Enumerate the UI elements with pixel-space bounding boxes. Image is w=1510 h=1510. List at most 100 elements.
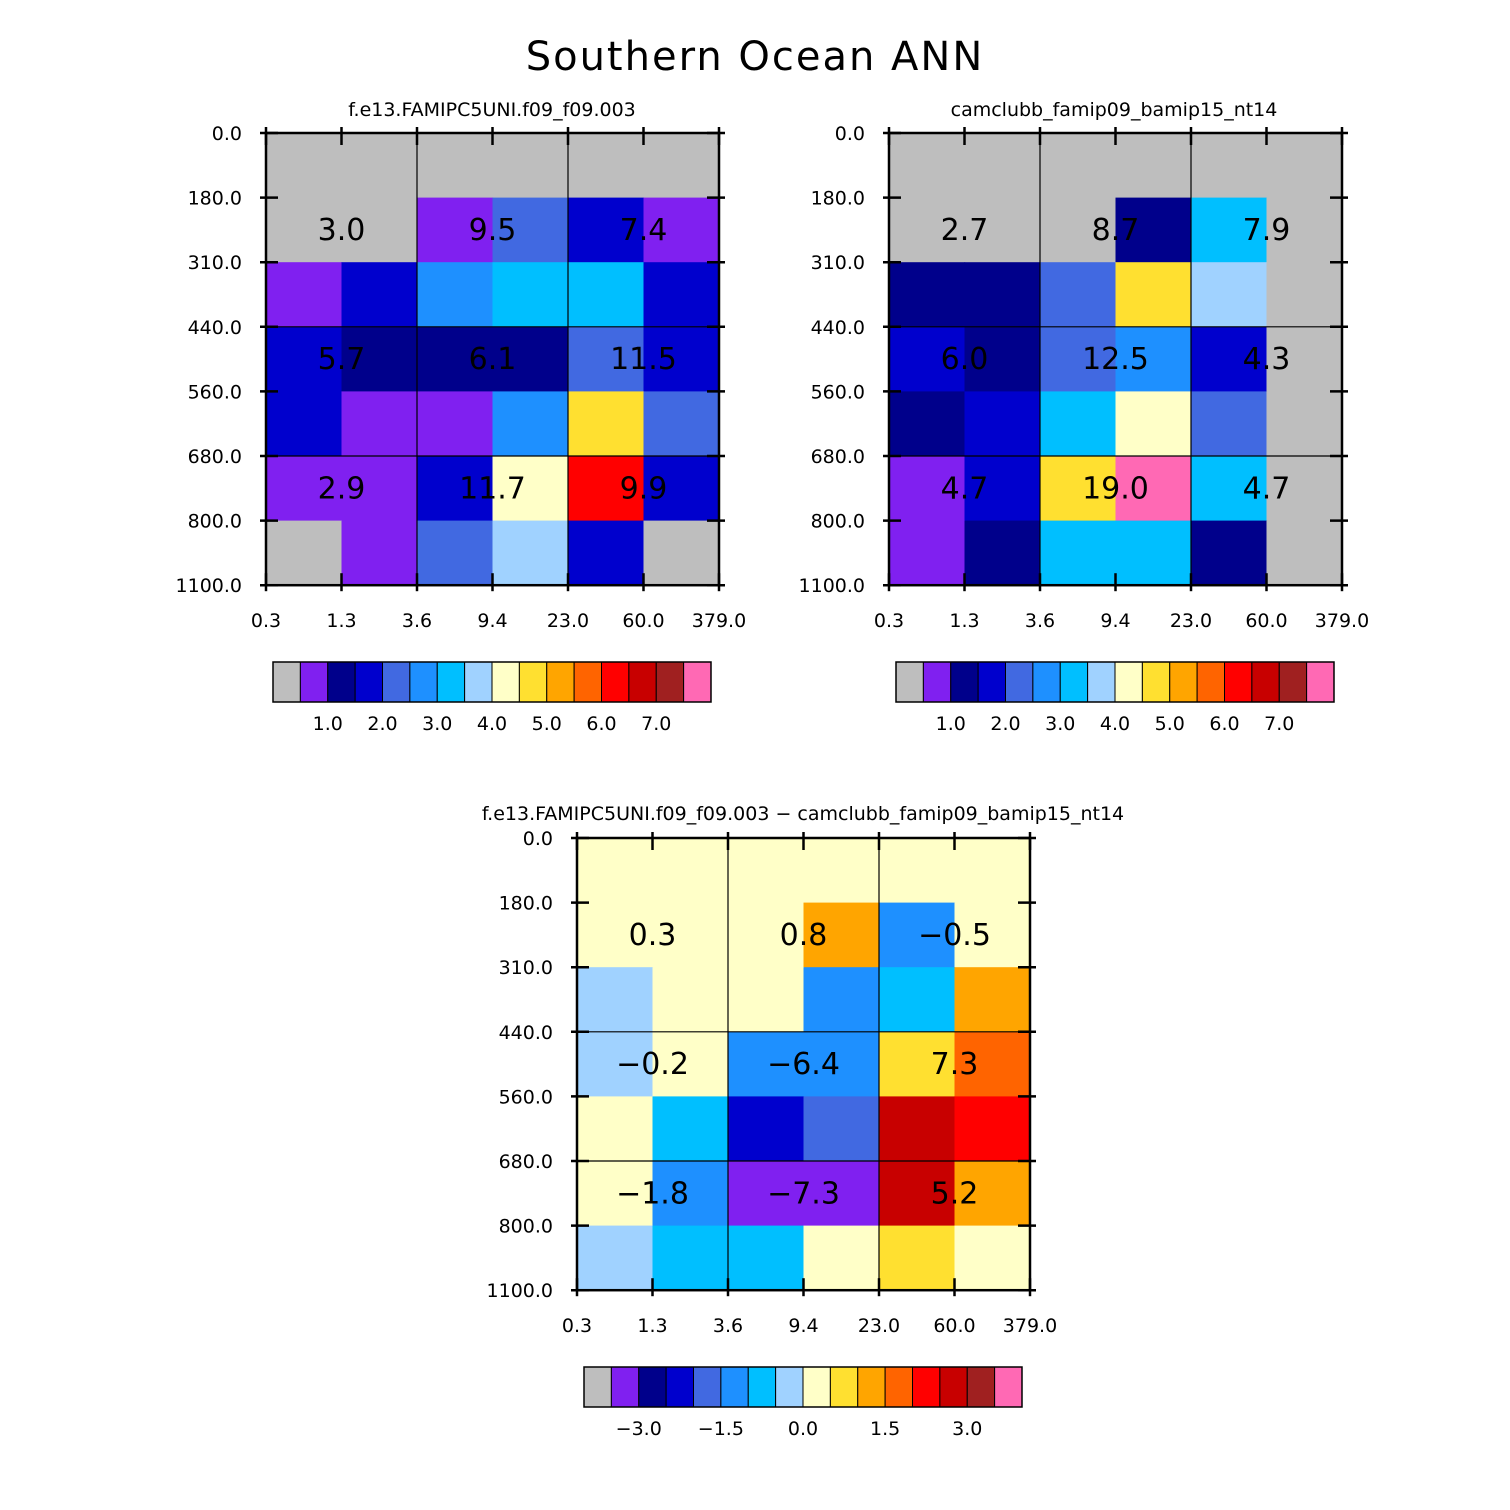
heatmap-cell xyxy=(1115,456,1192,522)
cell-value-label: −6.4 xyxy=(767,1047,840,1082)
cell-value-label: 5.2 xyxy=(931,1176,979,1211)
colorbar-frame xyxy=(583,1366,1023,1408)
x-tick-label: 1.3 xyxy=(326,610,356,632)
heatmap-cell xyxy=(954,1031,1031,1097)
colorbar-label: 3.0 xyxy=(952,1418,982,1440)
colorbar-swatch xyxy=(1032,661,1061,703)
heatmap-cell xyxy=(954,967,1031,1033)
colorbar-swatch xyxy=(747,1366,777,1408)
colorbar-label: 2.0 xyxy=(990,713,1020,735)
colorbar-label: 7.0 xyxy=(1264,713,1294,735)
y-tick-label: 560.0 xyxy=(811,381,865,403)
cell-value-label: 2.9 xyxy=(318,471,366,506)
heatmap-cell xyxy=(417,197,494,263)
heatmap-cell xyxy=(643,262,720,328)
heatmap-cell xyxy=(1115,262,1192,328)
colorbar-swatch xyxy=(409,661,438,703)
heatmap-cell xyxy=(652,1161,729,1227)
colorbar-swatch xyxy=(895,661,924,703)
heatmap-cell xyxy=(1115,391,1192,457)
heatmap-cell xyxy=(964,262,1041,328)
heatmap-cell xyxy=(879,967,956,1033)
cell-value-label: 7.9 xyxy=(1243,213,1291,248)
heatmap-cell xyxy=(568,520,645,586)
heatmap-cell xyxy=(652,1096,729,1162)
heatmap-cell xyxy=(879,1161,956,1227)
cell-value-label: 9.9 xyxy=(620,471,668,506)
colorbar-label: −1.5 xyxy=(698,1418,744,1440)
y-tick-label: 1100.0 xyxy=(799,575,865,597)
heatmap-cell xyxy=(492,326,569,392)
colorbar-swatch xyxy=(1306,661,1335,703)
colorbar-swatch xyxy=(994,1366,1023,1408)
colorbar-label: 3.0 xyxy=(422,713,452,735)
heatmap-cell xyxy=(1040,520,1117,586)
x-tick-label: 9.4 xyxy=(1100,610,1130,632)
heatmap-cell xyxy=(492,133,569,199)
heatmap-cell xyxy=(879,1031,956,1097)
y-tick-label: 310.0 xyxy=(499,957,553,979)
colorbar-swatch xyxy=(382,661,411,703)
colorbar-swatch xyxy=(1278,661,1308,703)
colorbar-swatch xyxy=(802,1366,831,1408)
heatmap-cell xyxy=(964,391,1041,457)
cell-value-label: 6.1 xyxy=(469,342,517,377)
heatmap-cell xyxy=(492,391,569,457)
heatmap-cell xyxy=(577,1031,654,1097)
heatmap-cell xyxy=(1115,326,1192,392)
heatmap-cell xyxy=(964,326,1041,392)
y-tick-label: 440.0 xyxy=(811,317,865,339)
heatmap-cell xyxy=(964,520,1041,586)
colorbar-swatch xyxy=(327,661,356,703)
heatmap-cell xyxy=(341,520,418,586)
x-tick-label: 1.3 xyxy=(949,610,979,632)
heatmap-cell xyxy=(803,1031,880,1097)
heatmap-cell xyxy=(728,1161,805,1227)
heatmap-cell xyxy=(266,456,343,522)
x-tick-label: 60.0 xyxy=(622,610,664,632)
colorbar-label: 7.0 xyxy=(641,713,671,735)
colorbar-label: 5.0 xyxy=(532,713,562,735)
colorbar-swatch xyxy=(1087,661,1116,703)
heatmap-cell xyxy=(266,133,343,199)
heatmap-cell xyxy=(889,133,966,199)
heatmap-cell xyxy=(954,838,1031,904)
colorbar-swatch xyxy=(299,661,329,703)
colorbar-swatch xyxy=(1141,661,1171,703)
heatmap-cell xyxy=(577,1161,654,1227)
colorbar-swatch xyxy=(272,661,301,703)
cell-value-label: 8.7 xyxy=(1092,213,1140,248)
colorbar-swatch xyxy=(939,1366,968,1408)
heatmap-cell xyxy=(266,197,343,263)
heatmap-cell xyxy=(266,262,343,328)
cell-value-label: 7.3 xyxy=(931,1047,979,1082)
heatmap-cell xyxy=(954,1161,1031,1227)
heatmap-cell xyxy=(803,838,880,904)
heatmap-cell xyxy=(889,456,966,522)
colorbar-label: 1.5 xyxy=(870,1418,900,1440)
colorbar-swatch xyxy=(1196,661,1225,703)
heatmap-cell xyxy=(1115,133,1192,199)
y-tick-label: 560.0 xyxy=(499,1086,553,1108)
heatmap-cell xyxy=(341,197,418,263)
y-tick-label: 310.0 xyxy=(811,252,865,274)
heatmap-cell xyxy=(577,1225,654,1291)
cell-value-label: 5.7 xyxy=(318,342,366,377)
cell-value-label: 7.4 xyxy=(620,213,668,248)
colorbar-swatch xyxy=(436,661,466,703)
heatmap-cell xyxy=(1040,391,1117,457)
colorbar-label: 1.0 xyxy=(936,713,966,735)
heatmap-cell xyxy=(341,326,418,392)
heatmap-cell xyxy=(879,838,956,904)
y-tick-label: 800.0 xyxy=(499,1216,553,1238)
x-tick-label: 0.3 xyxy=(562,1315,592,1337)
heatmap-cell xyxy=(492,262,569,328)
heatmap-cell xyxy=(1040,133,1117,199)
y-tick-label: 1100.0 xyxy=(176,575,242,597)
colorbar-swatch xyxy=(354,661,383,703)
colorbar-swatch xyxy=(638,1366,667,1408)
heatmap-cell xyxy=(728,967,805,1033)
colorbar-swatch xyxy=(610,1366,640,1408)
heatmap-cell xyxy=(417,456,494,522)
heatmap-cell xyxy=(728,838,805,904)
